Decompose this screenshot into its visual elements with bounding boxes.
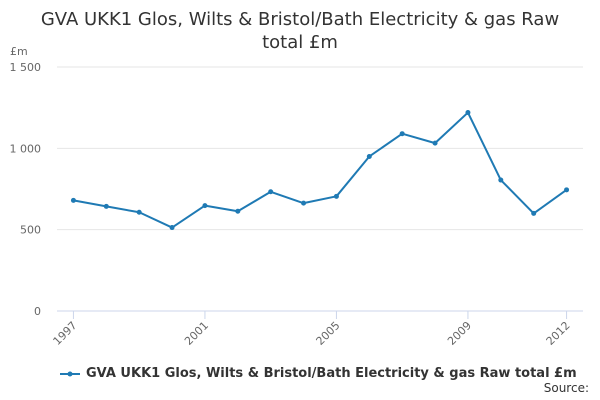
data-point [465, 110, 471, 116]
series-line [72, 111, 568, 229]
grid-lines [57, 66, 583, 231]
data-point [136, 209, 142, 215]
legend-line-icon [60, 371, 80, 376]
x-tick-label: 2005 [314, 319, 343, 348]
x-tick-label: 2012 [544, 319, 573, 348]
data-point [70, 197, 76, 203]
data-point [103, 203, 109, 209]
data-point [564, 187, 570, 193]
data-point [202, 203, 208, 209]
data-point [268, 189, 274, 195]
y-tick-label: 500 [20, 224, 41, 237]
chart-title: GVA UKK1 Glos, Wilts & Bristol/Bath Elec… [40, 9, 560, 53]
x-tick-label: 1997 [51, 319, 80, 348]
y-tick-label: 0 [34, 305, 41, 318]
data-series [70, 110, 570, 231]
data-point [399, 131, 405, 137]
data-point [432, 140, 438, 146]
x-axis: 1997 2001 2005 2009 2012 [51, 310, 583, 348]
legend-label: GVA UKK1 Glos, Wilts & Bristol/Bath Elec… [86, 366, 577, 381]
source-label: Source: [543, 381, 589, 395]
y-tick-label: 1 500 [10, 61, 42, 74]
data-point [169, 225, 175, 231]
data-point [531, 210, 537, 216]
data-point [366, 153, 372, 159]
y-axis-tick-labels: 0 500 1 000 1 500 [10, 61, 42, 318]
data-point [333, 193, 339, 199]
legend[interactable]: GVA UKK1 Glos, Wilts & Bristol/Bath Elec… [60, 366, 577, 381]
x-tick-label: 2001 [182, 319, 211, 348]
data-point [301, 200, 307, 206]
y-tick-label: 1 000 [10, 142, 42, 155]
data-point [235, 208, 241, 214]
x-tick-label: 2009 [445, 319, 474, 348]
y-axis-unit-label: £m [10, 45, 28, 58]
data-point [498, 177, 504, 183]
